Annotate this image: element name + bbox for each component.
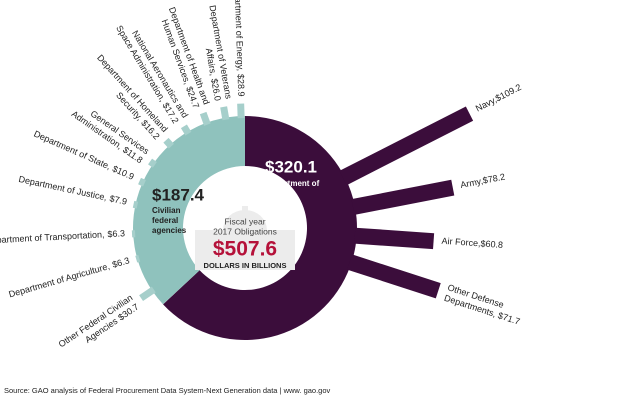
value-label: $10.9 [111,164,136,182]
donut-segment [133,116,245,305]
group-value: $187.4 [152,185,205,204]
bar-label: Other DefenseDepartments, $71.7 [443,283,525,327]
value-label: $7.9 [109,194,128,207]
radial-bar [180,124,192,136]
capitol-icon [195,206,295,270]
radial-bar [132,200,139,209]
value-label: $26.0 [209,78,223,102]
group-name: Department of [265,179,320,188]
group-name: Civilian [152,206,181,215]
center-label: Fiscal year [224,216,265,226]
total-value: $507.6 [213,238,277,261]
radial-bar [139,286,156,301]
value-label: $28.9 [235,74,246,97]
label-line: Department of Justice, [18,174,108,203]
radial-bar [339,106,474,186]
radial-bar [138,177,146,187]
radial-bar [220,106,230,121]
value-label: $71.7 [497,311,522,327]
radial-bar [148,158,157,168]
source: Source: GAO analysis of Federal Procurem… [4,386,331,395]
label-line: Army, [460,176,484,190]
radial-bar [347,254,441,299]
label-line: Affairs, [203,47,218,76]
donut-segment [163,116,357,340]
radial-bar [354,227,435,250]
bar-label: Department of Energy, $28.9 [232,0,246,97]
bar-label: Department of Transportation, $6.3 [0,229,125,246]
group-name: federal [152,216,178,225]
center-label: 2017 Obligations [213,226,277,236]
label-line: Department of Agriculture, [8,261,111,299]
value-label: $78.2 [482,172,506,186]
bar-label: Navy,$109.2 [474,82,523,114]
value-label: $6.3 [107,229,125,240]
value-label: $60.8 [480,239,503,251]
value-label: $6.3 [111,256,131,270]
bar-label: Department of Justice,$7.9 [18,174,128,207]
radial-bar [351,179,455,215]
radial-bar [199,111,211,126]
value-label: $109.2 [494,82,523,103]
label-line: Air Force, [441,236,481,249]
capitol-body [195,230,295,270]
capitol-dome [223,206,267,230]
label-line: Department of Energy, [232,0,245,71]
radial-bar [135,254,141,263]
bar-label: Air Force,$60.8 [441,236,503,250]
bar-label: Army,$78.2 [460,172,506,190]
radial-bar [237,103,245,119]
group-name: agencies [152,226,187,235]
group-value: $320.1 [265,157,317,176]
units: DOLLARS IN BILLIONS [204,261,287,270]
group-name: Defense [265,189,297,198]
label-line: Department of Transportation, [0,230,105,246]
bar-label: Department of Agriculture,$6.3 [8,256,131,300]
radial-bar [163,137,174,149]
bar-label: Other Federal CivilianAgencies$30.7 [57,293,141,359]
